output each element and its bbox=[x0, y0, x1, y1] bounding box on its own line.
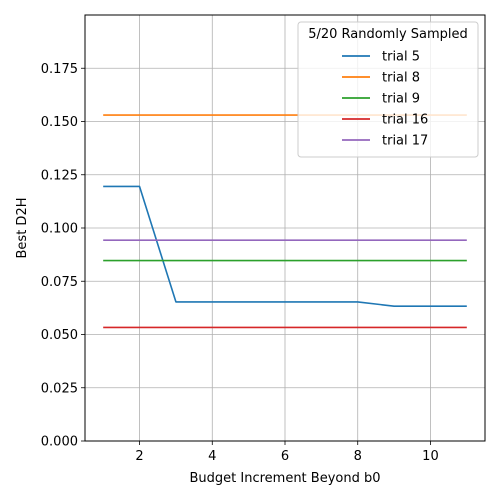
legend-entry-label: trial 8 bbox=[382, 71, 420, 86]
y-tick-label: 0.050 bbox=[41, 328, 78, 343]
series-line-trial-5 bbox=[103, 185, 467, 307]
y-tick-label: 0.075 bbox=[41, 275, 78, 290]
y-tick-label: 0.025 bbox=[41, 381, 78, 396]
y-tick-label: 0.125 bbox=[41, 168, 78, 183]
y-tick-label: 0.000 bbox=[41, 435, 78, 450]
x-tick-label: 10 bbox=[422, 449, 439, 464]
legend: 5/20 Randomly Sampled trial 5 trial 8 tria… bbox=[297, 21, 479, 158]
legend-entry-label: trial 17 bbox=[382, 134, 428, 149]
axis-ticks: 2 4 6 8 10 0.000 0.025 0.050 0.075 0.100 0.125 0.15… bbox=[41, 62, 439, 464]
y-tick-label: 0.175 bbox=[41, 62, 78, 77]
x-tick-label: 4 bbox=[208, 449, 216, 464]
x-tick-label: 6 bbox=[281, 449, 289, 464]
legend-title: 5/20 Randomly Sampled bbox=[308, 27, 468, 42]
legend-entry-label: trial 16 bbox=[382, 113, 428, 128]
x-tick-label: 2 bbox=[135, 449, 143, 464]
y-tick-label: 0.150 bbox=[41, 115, 78, 130]
legend-entry-label: trial 5 bbox=[382, 50, 420, 65]
y-tick-label: 0.100 bbox=[41, 222, 78, 237]
y-axis-label: Best D2H bbox=[15, 198, 30, 259]
x-tick-label: 8 bbox=[354, 449, 362, 464]
x-axis-label: Budget Increment Beyond b0 bbox=[189, 471, 380, 486]
legend-entry-label: trial 9 bbox=[382, 92, 420, 107]
